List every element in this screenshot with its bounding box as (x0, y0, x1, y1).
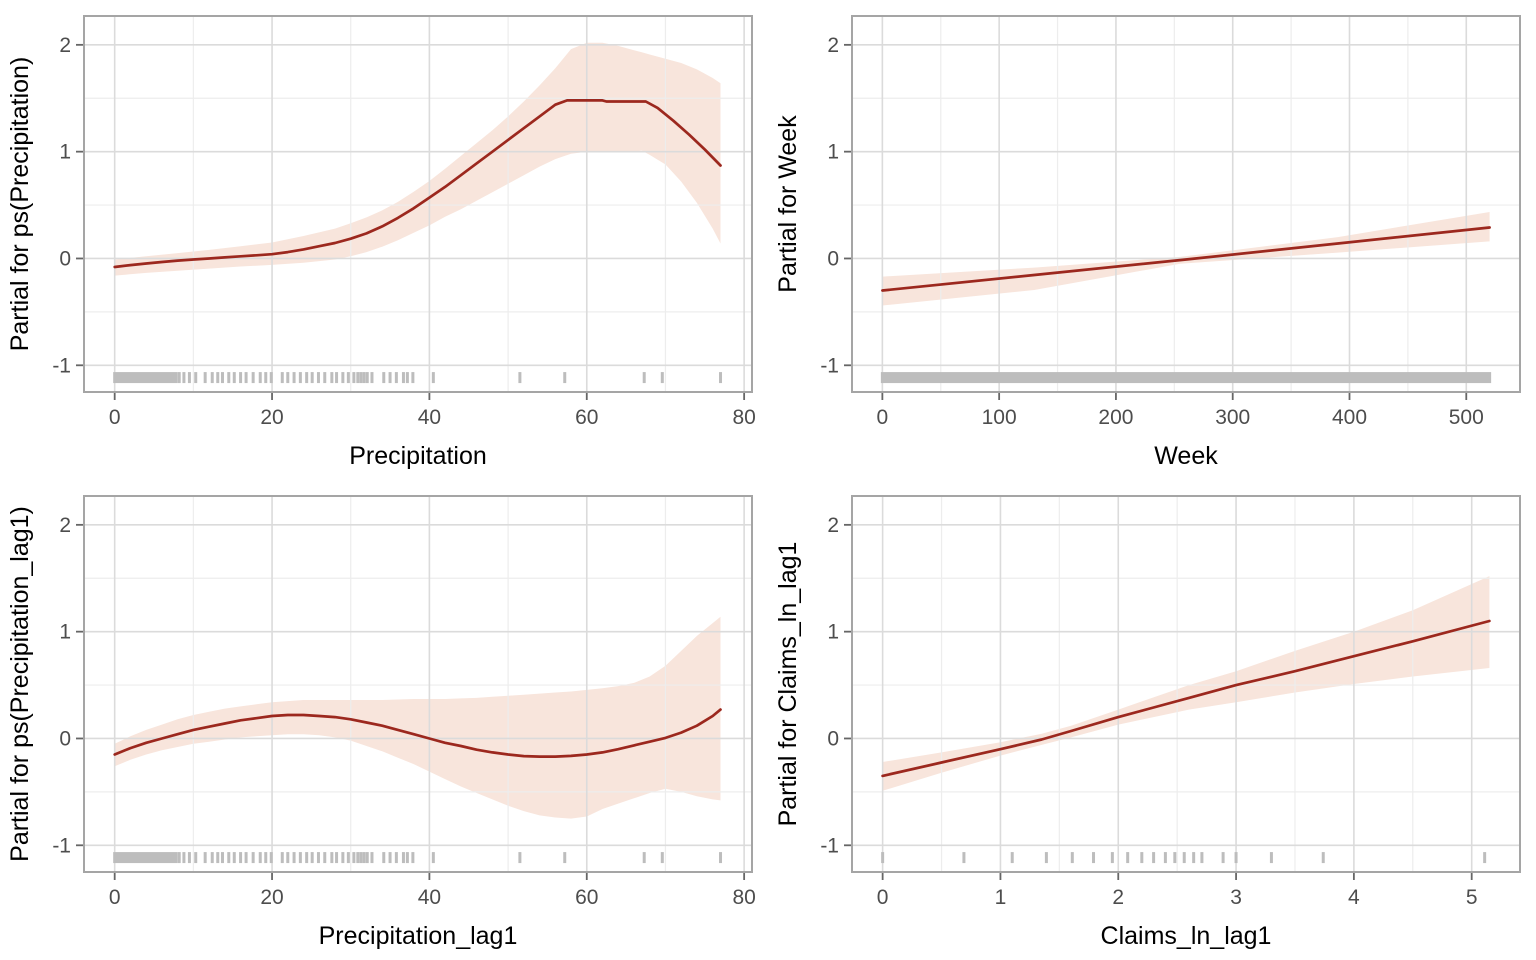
panel-border (851, 15, 1521, 393)
major-gridlines (852, 496, 1520, 872)
confidence-band (114, 616, 721, 819)
minor-gridlines (852, 16, 1520, 392)
x-tick-label: 200 (1098, 406, 1133, 429)
y-tick-label: 2 (827, 34, 839, 57)
confidence-band-area (114, 616, 721, 819)
x-axis-title: Week (1154, 442, 1218, 470)
x-axis-title: Claims_ln_lag1 (1101, 922, 1272, 950)
minor-gridlines (84, 496, 752, 872)
y-tick-label: -1 (820, 354, 839, 377)
confidence-band (882, 576, 1490, 791)
x-tick-label: 40 (418, 886, 441, 909)
rug-marks (880, 372, 1492, 384)
x-tick-label: 1 (995, 886, 1007, 909)
panel-border (83, 495, 753, 873)
x-tick-label: 20 (260, 406, 283, 429)
partial-effect-line (113, 99, 722, 269)
y-tick-label: 2 (59, 34, 71, 57)
panel-border (851, 495, 1521, 873)
rug-bar (880, 372, 1492, 384)
y-axis: -1 0 1 2 (820, 514, 851, 857)
y-tick-label: -1 (52, 834, 71, 857)
x-tick-label: 60 (575, 886, 598, 909)
y-axis: -1 0 1 2 (52, 514, 83, 857)
minor-gridlines (852, 496, 1520, 872)
rug-bar (113, 852, 178, 864)
major-gridlines (852, 16, 1520, 392)
x-tick-label: 4 (1348, 886, 1360, 909)
x-tick-label: 80 (732, 886, 755, 909)
y-tick-label: 1 (827, 621, 839, 644)
x-tick-label: 300 (1215, 406, 1250, 429)
x-tick-label: 0 (109, 886, 121, 909)
y-tick-label: 0 (827, 727, 839, 750)
panel-precipitation-lag1: 0 20 40 60 80 -1 0 1 2 Precipitation_lag1 Partial … (0, 480, 768, 960)
rug-marks (113, 852, 723, 864)
panel-precipitation: 0 20 40 60 80 -1 0 1 2 Precipitation Partial for p… (0, 0, 768, 480)
y-tick-label: 0 (59, 727, 71, 750)
y-tick-label: 1 (827, 141, 839, 164)
x-tick-label: 40 (418, 406, 441, 429)
rug-marks (881, 852, 1487, 864)
partial-effect-line (881, 226, 1491, 292)
major-gridlines (84, 496, 752, 872)
plot-panel-background (852, 496, 1520, 872)
x-tick-label: 80 (732, 406, 755, 429)
y-axis: -1 0 1 2 (52, 34, 83, 377)
y-axis-title: Partial for ps(Precipitation_lag1) (6, 506, 34, 862)
x-tick-label: 3 (1230, 886, 1242, 909)
x-tick-label: 20 (260, 886, 283, 909)
x-tick-label: 0 (877, 886, 889, 909)
x-tick-label: 2 (1112, 886, 1124, 909)
partial-effect-line (113, 708, 722, 758)
y-tick-label: -1 (52, 354, 71, 377)
y-axis-title: Partial for ps(Precipitation) (6, 57, 34, 352)
y-tick-label: 0 (827, 247, 839, 270)
precipitation-lag1-chart: 0 20 40 60 80 -1 0 1 2 Precipitation_lag1 Partial … (6, 495, 756, 950)
x-tick-label: 500 (1449, 406, 1484, 429)
x-tick-label: 60 (575, 406, 598, 429)
y-axis-title: Partial for Week (774, 115, 802, 293)
x-axis: 0 20 40 60 80 (109, 873, 756, 909)
x-axis: 0 1 2 3 4 5 (877, 873, 1478, 909)
x-tick-label: 100 (982, 406, 1017, 429)
y-tick-label: 2 (59, 514, 71, 537)
confidence-band-area (882, 576, 1490, 791)
plot-panel-background (852, 16, 1520, 392)
panel-week: 0 100 200 300 400 500 -1 0 1 2 Week Partial for Wee… (768, 0, 1536, 480)
y-tick-label: 1 (59, 621, 71, 644)
x-axis: 0 100 200 300 400 500 (877, 393, 1484, 429)
x-axis: 0 20 40 60 80 (109, 393, 756, 429)
x-tick-label: 0 (877, 406, 889, 429)
x-tick-label: 400 (1332, 406, 1367, 429)
week-chart: 0 100 200 300 400 500 -1 0 1 2 Week Partial for Wee… (774, 15, 1521, 470)
x-axis-title: Precipitation (349, 442, 487, 470)
precipitation-chart: 0 20 40 60 80 -1 0 1 2 Precipitation Partial for p… (6, 15, 756, 470)
x-tick-label: 0 (109, 406, 121, 429)
panel-claims-ln-lag1: 0 1 2 3 4 5 -1 0 1 2 Claims_ln_lag1 Partial for Cla… (768, 480, 1536, 960)
y-axis-title: Partial for Claims_ln_lag1 (774, 542, 802, 827)
panel-border (83, 15, 753, 393)
partial-effect-line (881, 619, 1491, 778)
y-tick-label: 2 (827, 514, 839, 537)
rug-marks (113, 372, 723, 384)
claims-ln-lag1-chart: 0 1 2 3 4 5 -1 0 1 2 Claims_ln_lag1 Partial for Cla… (774, 495, 1521, 950)
y-axis: -1 0 1 2 (820, 34, 851, 377)
x-tick-label: 5 (1466, 886, 1478, 909)
x-axis-title: Precipitation_lag1 (319, 922, 518, 950)
y-tick-label: 1 (59, 141, 71, 164)
y-tick-label: -1 (820, 834, 839, 857)
rug-bar (113, 372, 178, 384)
y-tick-label: 0 (59, 247, 71, 270)
